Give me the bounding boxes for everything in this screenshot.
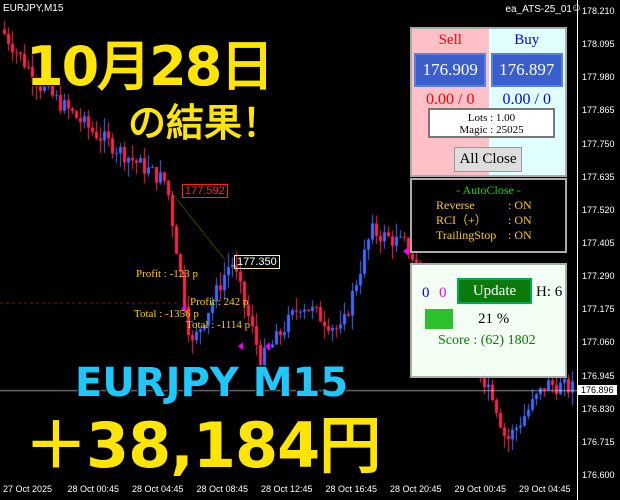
time-tick: 28 Oct 08:45 [196,484,249,494]
price-tick: 178.210 [582,6,615,16]
buy-header: Buy [514,32,540,48]
price-label-white: 177.350 [234,255,280,269]
count-magenta: 0 [439,285,447,301]
price-tick: 177.520 [582,204,615,215]
time-tick: 28 Oct 00:45 [67,484,120,494]
time-tick: 29 Oct 04:45 [519,484,571,494]
symbol-label: EURJPY,M15 [3,3,64,14]
time-tick: 28 Oct 04:45 [132,484,184,494]
smiley-icon: ☺ [570,2,582,14]
update-button[interactable]: Update [457,278,532,304]
price-tick: 176.715 [582,436,615,447]
total-label-1: Total : -1356 p [134,308,199,320]
autoclose-row: RCI（+） : ON [436,213,565,228]
price-tick: 177.060 [582,337,615,348]
price-tick: 178.095 [582,39,615,50]
price-tick: 177.290 [582,271,615,282]
autoclose-row: Reverse : ON [436,198,565,213]
current-price-label: 176.896 [578,384,617,395]
magic-text: Magic : 25025 [459,124,524,136]
lots-text: Lots : 1.00 [467,112,516,124]
score-panel: 0 0 Update H: 6 21 % Score : (62) 1802 [410,263,567,378]
sell-header: Sell [438,32,462,48]
setting-value: : ON [508,213,532,227]
setting-name: RCI（+） [436,213,487,227]
sell-button[interactable]: 176.909 [414,53,487,87]
time-tick: 28 Oct 20:45 [390,484,442,494]
price-tick: 177.980 [582,72,615,83]
setting-name: Reverse [436,198,475,212]
overlay-profit: ＋38,184円 [24,408,382,483]
buy-pl: 0.00 / 0 [502,91,551,108]
score-text: Score : (62) 1802 [438,333,536,348]
price-tick: 177.865 [582,105,615,116]
price-label-red: 177.592 [182,184,228,198]
sell-pl: 0.00 / 0 [426,91,475,108]
time-tick: 27 Oct 2025 [3,484,53,494]
price-tick: 176.945 [582,370,615,381]
lots-magic-box: Lots : 1.00 Magic : 25025 [428,108,555,138]
overlay-result: の結果！ [127,100,281,146]
count-blue: 0 [422,285,430,301]
price-tick: 176.830 [582,403,615,414]
price-tick: 177.175 [582,304,615,315]
percent-text: 21 % [478,311,510,327]
time-tick: 28 Oct 16:45 [325,484,378,494]
overlay-date: 10月28日 [25,34,275,99]
autoclose-panel: - AutoClose - Reverse : ON RCI（+） : ON Tra… [410,178,567,253]
price-tick: 176.600 [582,470,615,480]
price-tick: 177.635 [582,171,615,182]
price-tick: 177.750 [582,138,615,149]
all-close-button[interactable]: All Close [454,147,522,172]
setting-name: TrailingStop [436,228,497,242]
total-label-2: Total : -1114 p [186,319,251,331]
overlay-pair: EURJPY M15 [74,359,349,407]
time-tick: 29 Oct 00:45 [454,484,507,494]
setting-value: : ON [508,198,532,212]
buy-section: Buy 176.897 0.00 / 0 [488,29,565,175]
autoclose-title: - AutoClose - [456,183,521,197]
buy-button[interactable]: 176.897 [490,53,563,87]
price-tick: 177.405 [582,238,615,248]
profit-label-2: Profit : 242 p [190,296,249,308]
trade-panel: Sell 176.909 0.00 / 0 Buy 176.897 0.00 /… [410,27,567,177]
ea-name: ea_ATS-25_01 [505,4,572,15]
autoclose-row: TrailingStop : ON [436,228,565,243]
h-value: H: 6 [536,284,563,300]
progress-bar [425,309,453,329]
sell-section: Sell 176.909 0.00 / 0 [412,29,489,175]
profit-label-1: Profit : -123 p [136,268,199,280]
time-tick: 28 Oct 12:45 [261,484,313,494]
price-axis: 178.210 178.095 177.980 177.865 177.750 177.6… [577,0,620,500]
setting-value: : ON [508,228,532,242]
